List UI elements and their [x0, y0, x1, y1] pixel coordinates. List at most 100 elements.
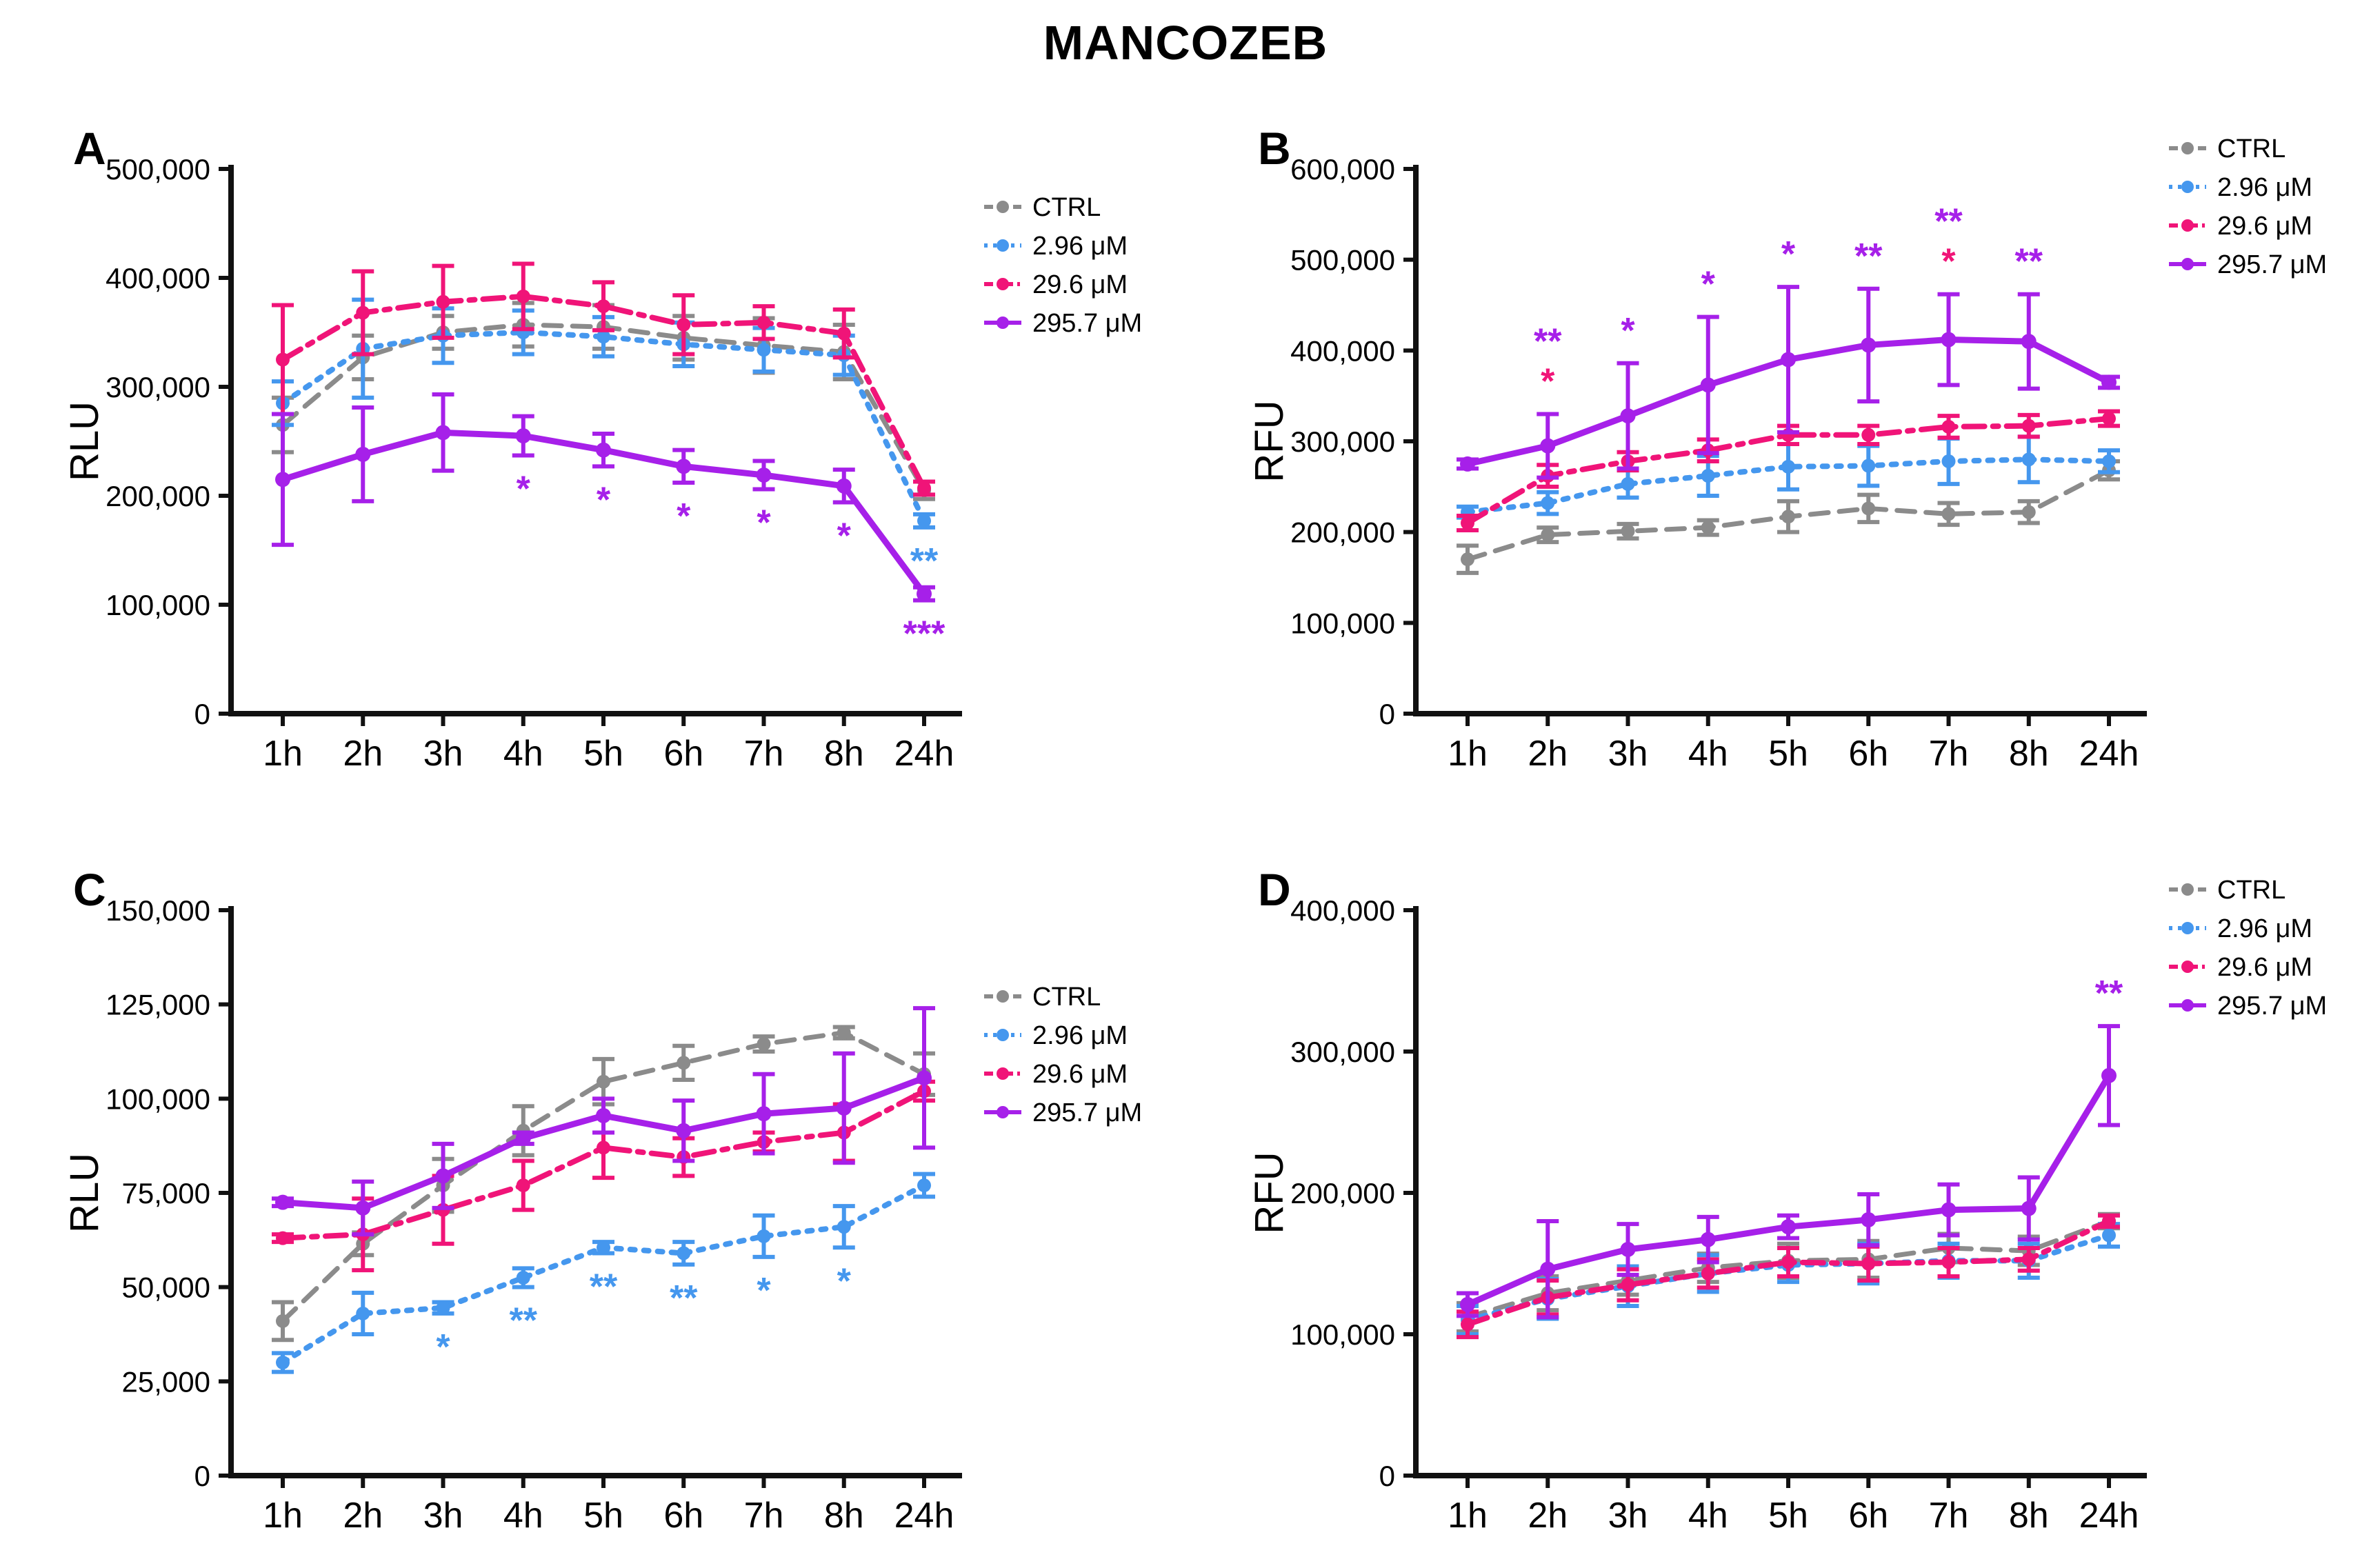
series-295.7 μM: [1457, 1024, 2120, 1320]
data-point: [1461, 516, 1474, 530]
x-tick-label: 1h: [263, 734, 303, 774]
data-point: [596, 442, 611, 458]
data-point: [1700, 377, 1716, 393]
data-point: [837, 326, 851, 341]
data-point: [1460, 456, 1475, 472]
legend-label: CTRL: [2217, 876, 2285, 905]
x-tick-label: 8h: [824, 1496, 864, 1536]
panel-letter: A: [73, 123, 106, 174]
data-point: [756, 467, 772, 483]
y-axis-title: RFU: [1247, 400, 1292, 482]
significance-asterisk: **: [670, 1278, 698, 1318]
data-point: [597, 1074, 610, 1089]
legend-label: 29.6 μM: [1032, 1060, 1128, 1089]
data-point: [2021, 505, 2036, 519]
y-tick-label: 100,000: [1290, 607, 1395, 639]
data-point: [2101, 374, 2117, 390]
x-tick-label: 3h: [1608, 734, 1648, 774]
y-tick-label: 0: [1379, 1460, 1395, 1492]
x-tick-label: 1h: [263, 1496, 303, 1536]
significance-asterisk: **: [510, 1301, 538, 1341]
legend-label: 2.96 μM: [1032, 232, 1128, 261]
y-tick-label: 500,000: [1290, 244, 1395, 277]
data-point: [917, 1178, 931, 1193]
x-tick-label: 8h: [2009, 1496, 2049, 1536]
data-point: [516, 289, 530, 303]
data-point: [516, 1178, 530, 1193]
data-point: [917, 1070, 932, 1086]
data-point: [757, 1229, 771, 1243]
y-tick-label: 200,000: [1290, 1177, 1395, 1209]
legend: CTRL 2.96 μM 29.6 μM 295.7 μM: [984, 983, 1142, 1127]
series-295.7 μM: [272, 1006, 935, 1237]
y-tick-label: 100,000: [1290, 1318, 1395, 1351]
data-point: [275, 472, 290, 488]
significance-asterisk: **: [910, 541, 939, 581]
data-point: [2102, 1228, 2116, 1243]
y-tick-label: 600,000: [1290, 153, 1395, 185]
y-tick-label: 0: [1379, 698, 1395, 730]
data-point: [1941, 1202, 1957, 1218]
data-point: [757, 1037, 771, 1052]
significance-asterisk: **: [1854, 237, 1883, 277]
x-tick-label: 7h: [744, 1496, 784, 1536]
data-point: [275, 1194, 290, 1210]
significance-asterisk: *: [837, 516, 852, 556]
legend-label: 2.96 μM: [1032, 1021, 1128, 1050]
x-tick-label: 5h: [1768, 1496, 1808, 1536]
x-tick-label: 4h: [503, 1496, 543, 1536]
x-tick-label: 2h: [1528, 1496, 1568, 1536]
data-point: [355, 446, 371, 462]
data-point: [1781, 1219, 1796, 1235]
significance-asterisk: *: [757, 503, 771, 543]
data-point: [1941, 507, 1956, 521]
data-point: [757, 343, 771, 357]
series-line: [1465, 416, 2112, 526]
data-point: [1620, 408, 1636, 424]
panel-letter: B: [1258, 123, 1291, 174]
data-point: [1781, 352, 1796, 368]
legend-label: 2.96 μM: [2217, 173, 2312, 202]
data-point: [676, 459, 692, 474]
x-tick-label: 6h: [1848, 1496, 1888, 1536]
legend-marker-dot: [2181, 883, 2194, 896]
x-tick-label: 24h: [894, 734, 954, 774]
significance-asterisk: **: [590, 1267, 618, 1307]
x-tick-label: 3h: [423, 734, 463, 774]
legend-marker-dot: [2181, 961, 2194, 973]
series-29.6 μM: [1457, 409, 2120, 533]
x-tick-label: 6h: [1848, 734, 1888, 774]
legend-marker-dot: [997, 239, 1009, 252]
data-point: [1861, 337, 1877, 353]
legend-marker-dot: [2181, 922, 2194, 934]
legend-label: 29.6 μM: [2217, 212, 2312, 241]
x-tick-label: 5h: [1768, 734, 1808, 774]
data-point: [276, 352, 290, 367]
panel-c-chart: C 0 25,000 50,000 75,000 100,000 125,000 150,00…: [62, 864, 1142, 1536]
x-tick-label: 5h: [583, 1496, 623, 1536]
legend-label: CTRL: [2217, 134, 2285, 163]
x-tick-label: 24h: [2079, 734, 2139, 774]
legend-marker-dot: [997, 1029, 1009, 1041]
data-point: [1861, 459, 1876, 473]
significance-asterisk: *: [1781, 234, 1796, 274]
data-point: [756, 1106, 772, 1122]
data-point: [1621, 524, 1635, 539]
legend: CTRL 2.96 μM 29.6 μM 295.7 μM: [2169, 134, 2327, 279]
data-point: [1621, 1278, 1635, 1292]
significance-asterisk: *: [837, 1261, 852, 1301]
data-point: [2102, 412, 2116, 426]
legend-marker-dot: [2181, 219, 2194, 232]
data-point: [436, 1300, 450, 1315]
x-tick-label: 24h: [2079, 1496, 2139, 1536]
legend-label: 295.7 μM: [1032, 309, 1142, 338]
legend-marker-dot: [2181, 181, 2194, 193]
data-point: [677, 317, 691, 332]
data-point: [1540, 1261, 1556, 1277]
data-point: [1941, 419, 1956, 434]
x-tick-label: 6h: [663, 734, 703, 774]
data-point: [677, 1246, 691, 1260]
data-point: [515, 1130, 531, 1146]
legend-label: CTRL: [1032, 983, 1101, 1012]
